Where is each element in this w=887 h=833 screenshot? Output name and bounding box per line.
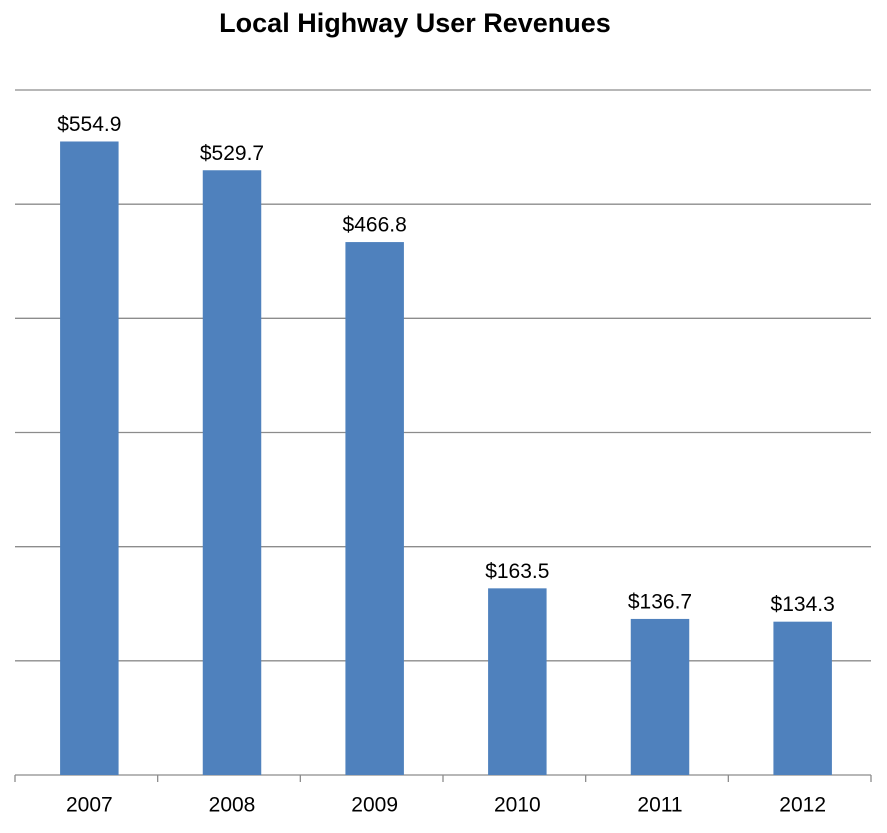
value-label: $134.3 <box>771 593 835 616</box>
value-label: $554.9 <box>57 113 121 136</box>
value-label: $136.7 <box>628 590 692 613</box>
value-label: $529.7 <box>200 142 264 165</box>
value-label: $163.5 <box>485 560 549 583</box>
x-tick-label: 2010 <box>494 794 541 817</box>
bar <box>60 141 119 776</box>
x-tick-label: 2009 <box>351 794 398 817</box>
chart-title: Local Highway User Revenues <box>219 8 611 38</box>
x-tick-label: 2008 <box>209 794 256 817</box>
x-tick-label: 2011 <box>637 794 682 817</box>
bar <box>202 170 262 776</box>
x-tick-label: 2012 <box>779 794 826 817</box>
x-tick-label: 2007 <box>66 794 113 817</box>
bar <box>345 242 404 775</box>
bar <box>630 618 690 775</box>
bar <box>488 588 547 775</box>
value-label: $466.8 <box>343 214 407 237</box>
bar <box>773 621 832 775</box>
